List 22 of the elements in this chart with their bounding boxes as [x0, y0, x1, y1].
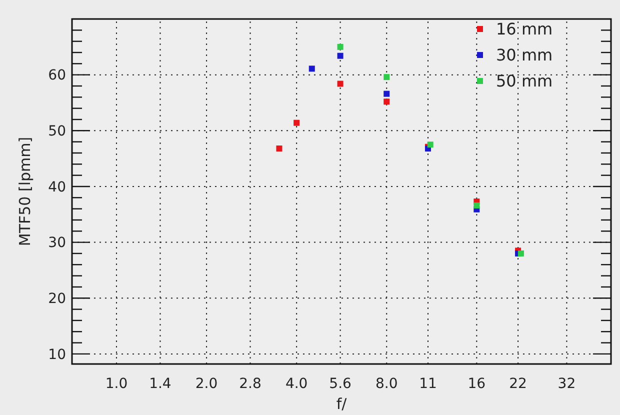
- x-tick-label: 2.0: [195, 376, 218, 392]
- y-tick-label: 10: [48, 346, 66, 363]
- x-axis-title: f/: [336, 395, 348, 413]
- y-tick-label: 30: [48, 235, 66, 252]
- y-axis-title: MTF50 [lpmm]: [16, 136, 34, 246]
- x-tick-label: 11: [419, 376, 437, 392]
- legend-label: 16 mm: [496, 20, 553, 39]
- y-tick-label: 50: [48, 124, 66, 140]
- y-tick-label: 40: [48, 179, 66, 196]
- x-tick-label: 2.8: [239, 376, 262, 392]
- x-tick-label: 16: [468, 376, 486, 392]
- x-tick-label: 5.6: [329, 376, 352, 392]
- x-tick-label: 1.0: [105, 376, 128, 392]
- x-tick-label: 8.0: [375, 376, 398, 392]
- legend-label: 50 mm: [496, 72, 553, 91]
- x-tick-label: 22: [509, 376, 527, 392]
- y-tick-label: 60: [48, 68, 66, 84]
- x-tick-label: 4.0: [285, 376, 308, 392]
- y-tick-label: 20: [48, 291, 66, 308]
- x-tick-label: 1.4: [149, 376, 172, 392]
- x-tick-label: 32: [558, 376, 576, 392]
- legend-label: 30 mm: [496, 46, 553, 65]
